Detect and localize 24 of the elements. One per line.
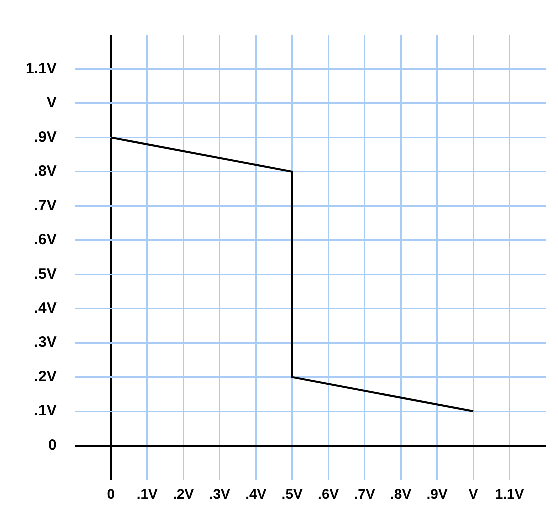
- x-tick-label: .9V: [426, 486, 448, 502]
- y-tick-label: .1V: [34, 402, 57, 420]
- x-tick-label: V: [468, 486, 479, 502]
- y-tick-label: .7V: [34, 197, 57, 214]
- x-tick-label: .1V: [136, 486, 159, 502]
- y-tick-label: .5V: [34, 266, 57, 283]
- x-tick-label: 0: [107, 486, 116, 502]
- x-tick-label: .8V: [390, 486, 412, 502]
- y-tick-label: .2V: [34, 368, 57, 386]
- y-tick-label: 1.1V: [26, 60, 57, 78]
- x-tick-label: .5V: [282, 486, 304, 502]
- y-tick-label: .4V: [34, 300, 57, 317]
- y-tick-label: .6V: [34, 232, 57, 249]
- x-tick-label: .3V: [209, 486, 231, 502]
- x-tick-label: .6V: [318, 486, 340, 502]
- y-tick-label: .8V: [34, 163, 57, 180]
- y-tick-label: 0: [48, 436, 57, 454]
- x-tick-label: .2V: [173, 486, 195, 502]
- y-tick-label: V: [46, 94, 57, 112]
- y-tick-label: .9V: [34, 128, 57, 146]
- y-tick-label: .3V: [34, 334, 57, 352]
- x-tick-label: 1.1V: [495, 486, 525, 502]
- x-tick-label: .7V: [354, 486, 376, 502]
- x-tick-label: .4V: [246, 486, 268, 502]
